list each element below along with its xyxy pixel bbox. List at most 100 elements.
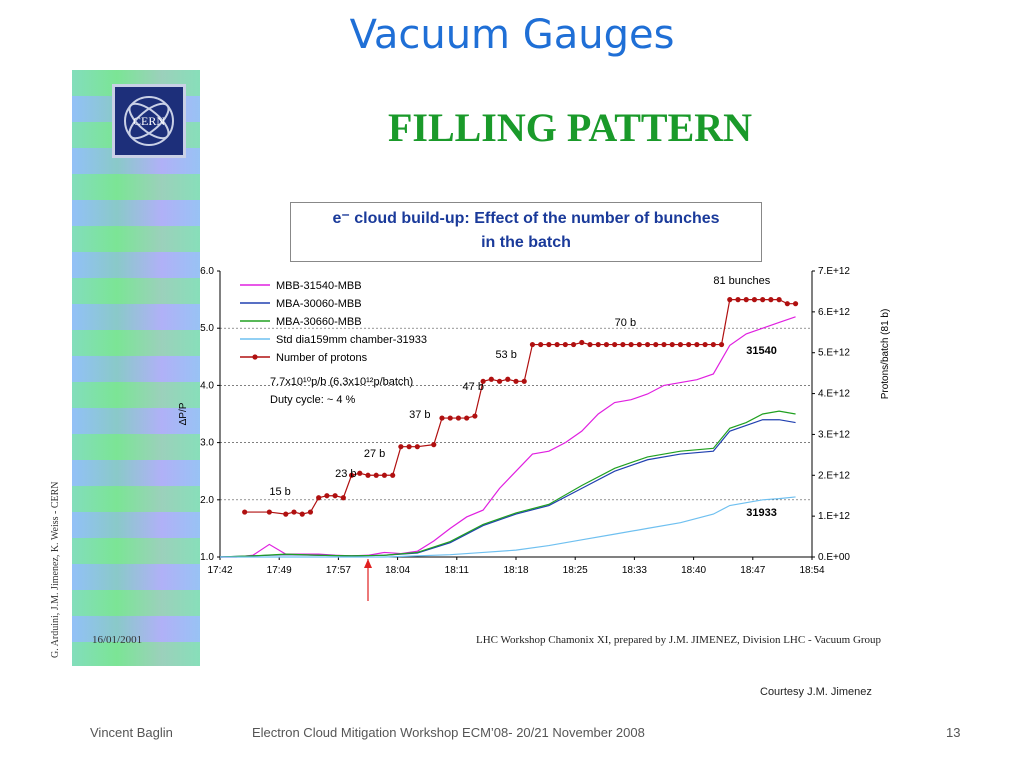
proton-point	[291, 509, 297, 515]
proton-point	[472, 413, 478, 419]
x-tick-label: 17:57	[326, 565, 351, 576]
proton-point	[792, 301, 799, 307]
proton-point	[488, 376, 494, 382]
proton-point	[579, 339, 585, 346]
chart-label: 27 b	[364, 448, 385, 460]
proton-point	[373, 472, 379, 478]
proton-point	[727, 297, 733, 303]
slide-title: Vacuum Gauges	[349, 12, 675, 58]
svg-text:CERN: CERN	[133, 114, 165, 128]
proton-point	[546, 341, 552, 348]
proton-point	[513, 378, 519, 384]
y2-tick-label: 6.E+12	[818, 307, 850, 318]
series-line	[219, 419, 796, 558]
y-tick-label: 3.0	[200, 438, 214, 449]
y2-tick-label: 2.E+12	[818, 470, 850, 481]
proton-point	[686, 341, 692, 348]
proton-point	[332, 493, 338, 499]
proton-point	[455, 415, 462, 421]
proton-point	[505, 376, 511, 382]
chart-label: 70 b	[615, 317, 636, 329]
x-tick-label: 17:42	[207, 565, 232, 576]
y-axis-label: ΔP/P	[178, 402, 189, 425]
x-tick-label: 18:18	[503, 565, 528, 576]
proton-point	[414, 444, 420, 450]
legend-label: MBA-30660-MBB	[276, 316, 362, 328]
chart-label: 15 b	[269, 486, 290, 498]
annotation-line: 7.7x10¹⁰p/b (6.3x10¹²p/batch)	[270, 376, 413, 388]
embedded-date: 16/01/2001	[92, 634, 143, 646]
proton-point	[406, 444, 412, 450]
proton-point	[365, 472, 371, 478]
embedded-slide: CERN G. Arduini, J.M. Jimenez, K. Weiss …	[40, 68, 910, 668]
proton-point	[324, 493, 330, 499]
y-tick-label: 4.0	[200, 380, 214, 391]
y2-tick-label: 0.E+00	[818, 552, 850, 563]
y-tick-label: 5.0	[200, 323, 214, 334]
proton-point	[390, 472, 396, 478]
legend-label: Std dia159mm chamber-31933	[276, 334, 427, 346]
chart-label: 31540	[746, 345, 777, 357]
y2-axis-label: Protons/batch (81 b)	[880, 309, 890, 400]
proton-point	[628, 341, 634, 348]
proton-point	[620, 341, 626, 348]
y-tick-label: 2.0	[200, 495, 214, 506]
series-line	[220, 496, 796, 558]
proton-point	[529, 341, 536, 348]
proton-point	[661, 341, 667, 348]
proton-point	[316, 495, 322, 501]
red-arrow-head	[364, 559, 372, 568]
y2-tick-label: 3.E+12	[818, 429, 850, 440]
workshop-note: LHC Workshop Chamonix XI, prepared by J.…	[476, 634, 882, 646]
proton-point	[570, 341, 577, 348]
chart: 1.0 2.0 3.0 4.0 5.0 6.0 0.E+00 1.E+12 2.E+12 3.E+…	[178, 266, 890, 601]
decorative-strip: CERN	[72, 70, 200, 666]
chart-label: 37 b	[409, 409, 430, 421]
proton-point	[431, 442, 437, 448]
proton-point	[554, 341, 560, 348]
proton-point	[612, 341, 618, 348]
proton-point	[464, 415, 470, 421]
footer-page-number: 13	[946, 725, 961, 740]
legend-marker	[252, 354, 258, 360]
legend-label: Number of protons	[276, 352, 368, 364]
proton-point	[521, 378, 527, 384]
proton-point	[636, 341, 642, 348]
proton-point	[439, 415, 445, 421]
proton-point	[603, 341, 610, 348]
chart-label: 31933	[746, 507, 777, 519]
proton-point	[669, 341, 675, 348]
proton-point	[677, 341, 684, 348]
x-tick-label: 18:04	[385, 565, 410, 576]
x-tick-label: 18:11	[445, 565, 470, 576]
chart-label: 81 bunches	[713, 275, 770, 287]
footer-center: Electron Cloud Mitigation Workshop ECM’0…	[252, 725, 645, 740]
proton-point	[718, 341, 725, 348]
x-tick-label: 18:25	[563, 565, 588, 576]
chart-title-line2: in the batch	[481, 234, 571, 251]
x-tick-label: 18:47	[740, 565, 765, 576]
chart-title-line1: e⁻ cloud build-up: Effect of the number …	[332, 210, 720, 227]
proton-point	[702, 341, 708, 348]
chart-title-box: e⁻ cloud build-up: Effect of the number …	[290, 202, 762, 262]
proton-point	[538, 341, 544, 348]
proton-point	[398, 444, 404, 450]
proton-point	[784, 301, 790, 307]
proton-point	[751, 297, 758, 303]
proton-point	[735, 297, 741, 303]
x-tick-label: 18:54	[799, 565, 824, 576]
annotation-line: Duty cycle: ~ 4 %	[270, 394, 356, 406]
proton-point	[381, 472, 388, 478]
series-line	[220, 316, 796, 558]
x-tick-label: 17:49	[267, 565, 292, 576]
x-tick-label: 18:40	[681, 565, 706, 576]
legend-label: MBB-31540-MBB	[276, 280, 362, 292]
filling-pattern-title: FILLING PATTERN	[387, 105, 753, 150]
y-tick-label: 1.0	[200, 552, 214, 563]
proton-point	[496, 378, 503, 384]
proton-point	[307, 509, 314, 515]
proton-point	[447, 415, 453, 421]
proton-point	[653, 341, 659, 348]
proton-point	[587, 341, 593, 348]
proton-point	[340, 495, 346, 501]
